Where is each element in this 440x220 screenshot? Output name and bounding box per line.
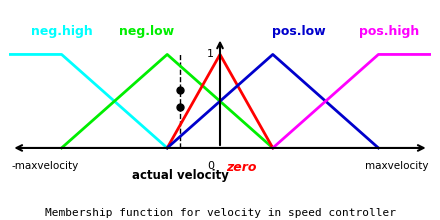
Text: 1: 1 [207, 50, 214, 59]
Text: zero: zero [226, 161, 257, 174]
Text: neg.low: neg.low [118, 25, 174, 38]
Text: 0: 0 [207, 161, 214, 171]
Text: pos.high: pos.high [359, 25, 419, 38]
Text: maxvelocity: maxvelocity [365, 161, 429, 171]
Text: Membership function for velocity in speed controller: Membership function for velocity in spee… [44, 208, 396, 218]
Text: -maxvelocity: -maxvelocity [11, 161, 79, 171]
Text: neg.high: neg.high [31, 25, 92, 38]
Text: actual velocity: actual velocity [132, 169, 229, 182]
Text: pos.low: pos.low [272, 25, 326, 38]
